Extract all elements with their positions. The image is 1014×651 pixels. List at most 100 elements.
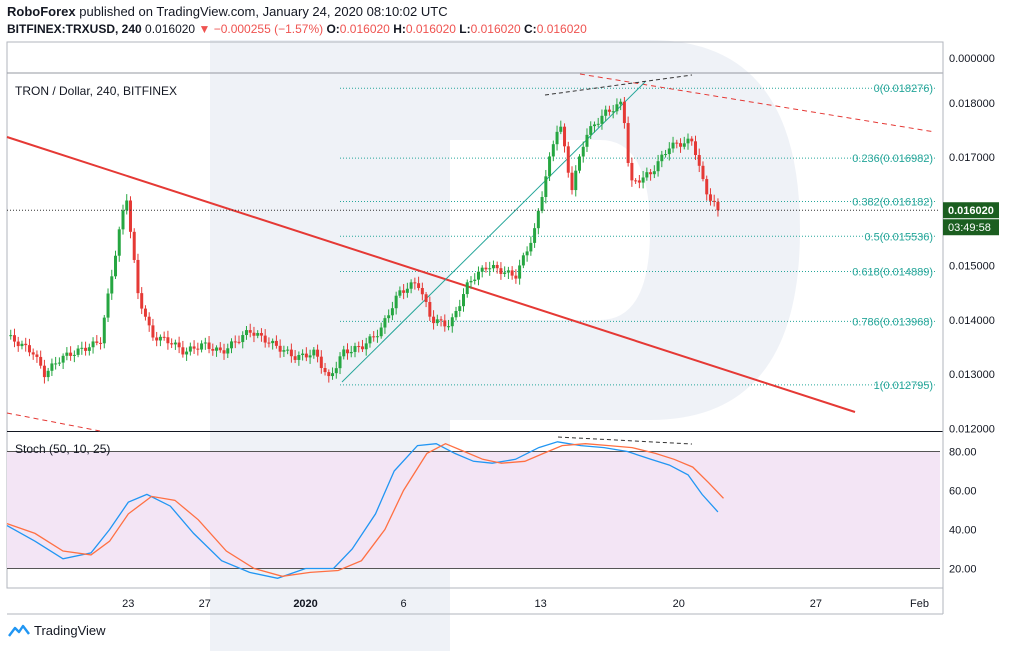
candle-body (192, 346, 196, 349)
candle-body (46, 370, 50, 378)
candle-body (203, 342, 207, 344)
candle-body (316, 349, 320, 357)
candle-body (675, 142, 679, 144)
candle-body (671, 142, 675, 149)
candle-body (514, 275, 518, 279)
candle-body (506, 270, 510, 273)
candle-body (679, 143, 683, 147)
candle-body (705, 179, 709, 195)
price-tick-label: 0.000000 (949, 53, 995, 65)
candle-body (379, 327, 383, 337)
candle-body (95, 341, 99, 343)
candle-body (682, 143, 686, 147)
candle-body (128, 200, 132, 232)
candle-body (196, 348, 200, 350)
candle-body (222, 350, 226, 354)
price-tick-label: 0.013000 (949, 369, 995, 381)
candle-body (319, 356, 323, 369)
candle-body (87, 347, 91, 351)
candle-body (259, 333, 263, 336)
candle-body (147, 316, 151, 326)
candle-body (600, 115, 604, 124)
candle-body (555, 131, 559, 145)
candle-body (390, 308, 394, 316)
candle-body (458, 306, 462, 311)
candle-body (637, 180, 641, 183)
time-tick-label: 6 (400, 598, 406, 610)
candle-body (20, 343, 24, 347)
candle-body (166, 337, 170, 344)
candle-body (173, 342, 177, 345)
candle-body (271, 340, 275, 344)
candle-body (420, 288, 424, 295)
candle-body (244, 330, 248, 336)
candle-body (577, 156, 581, 171)
stoch-tick-label: 60.00 (949, 486, 977, 498)
candle-body (652, 171, 656, 175)
high-label: H: (393, 22, 406, 36)
candle-body (364, 343, 368, 350)
open-label: O: (326, 22, 340, 36)
candle-body (454, 310, 458, 318)
publisher-name[interactable]: RoboForex (7, 4, 76, 19)
resistance-dashed-line (579, 73, 936, 133)
candle-body (136, 259, 140, 294)
candle-body (615, 104, 619, 112)
candle-body (35, 354, 39, 357)
candle-body (383, 318, 387, 328)
candle-body (450, 317, 454, 327)
candle-body (480, 267, 484, 272)
price-tick-label: 0.012000 (949, 423, 995, 435)
candle-body (304, 353, 308, 358)
stoch-pane-title: Stoch (50, 10, 25) (15, 442, 110, 456)
candle-body (432, 316, 436, 324)
candle-body (645, 172, 649, 178)
candle-body (91, 341, 95, 348)
candle-body (286, 349, 290, 351)
candle-body (529, 242, 533, 252)
candle-body (544, 176, 548, 198)
candle-body (660, 154, 664, 162)
low-value: 0.016020 (470, 22, 521, 36)
candle-body (533, 228, 537, 243)
footer-brand[interactable]: TradingView (8, 623, 106, 638)
candle-body (439, 319, 443, 321)
candle-body (626, 123, 630, 163)
candle-body (334, 368, 338, 374)
candle-body (510, 270, 514, 276)
candle-body (132, 231, 136, 260)
candle-body (716, 201, 720, 211)
candle-body (80, 347, 84, 349)
candle-body (110, 276, 114, 294)
candle-body (476, 271, 480, 280)
candle-body (308, 355, 312, 358)
candle-body (473, 279, 477, 281)
candle-body (368, 336, 372, 344)
candle-body (24, 343, 28, 346)
candle-body (282, 350, 286, 352)
candle-body (327, 372, 331, 377)
countdown-label: 03:49:58 (948, 222, 991, 234)
time-tick-label: 23 (122, 598, 134, 610)
stoch-tick-label: 20.00 (949, 564, 977, 576)
candle-body (589, 126, 593, 135)
candle-body (226, 348, 230, 354)
low-label: L: (459, 22, 471, 36)
price-tick-label: 0.015000 (949, 261, 995, 273)
candle-body (218, 347, 222, 351)
fib-level-label: 0.5(0.015536) (865, 231, 934, 243)
candle-body (712, 200, 716, 202)
candle-body (428, 301, 432, 317)
down-arrow-icon: ▼ (198, 22, 211, 36)
candle-body (585, 134, 589, 147)
candle-body (346, 349, 350, 354)
candle-body (9, 335, 13, 337)
candle-body (177, 342, 181, 348)
candle-body (39, 356, 43, 366)
stoch-band (7, 451, 940, 569)
candle-body (342, 349, 346, 357)
candle-body (76, 348, 80, 355)
candle-body (237, 341, 241, 343)
candle-body (521, 255, 525, 266)
